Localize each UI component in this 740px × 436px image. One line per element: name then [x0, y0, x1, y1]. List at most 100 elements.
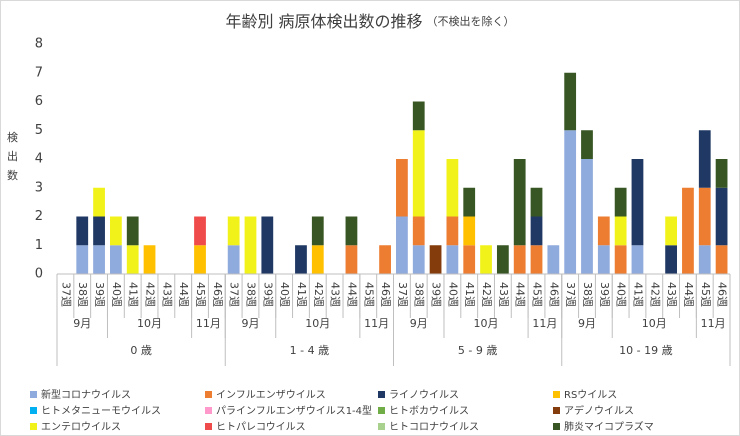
legend-swatch [553, 391, 560, 398]
legend-swatch [205, 423, 212, 430]
bar-segment [631, 245, 644, 274]
month-label: 10月 [305, 317, 330, 330]
bar-segment [194, 245, 206, 274]
bar-segment [597, 216, 610, 246]
age-group-label: 5 - 9 歳 [458, 344, 497, 357]
x-tick-label: 46週 [211, 282, 224, 307]
bar-segment [614, 245, 627, 274]
legend-label: 肺炎マイコプラズマ [564, 420, 654, 433]
bar-segment [295, 245, 307, 274]
y-tick-label: 3 [35, 180, 43, 195]
legend-label: インフルエンザウイルス [216, 389, 326, 401]
bar-segment [463, 245, 476, 274]
y-tick-label: 8 [35, 37, 43, 52]
bar-segment [345, 216, 358, 246]
x-tick-label: 41週 [295, 282, 308, 307]
x-tick-label: 43週 [665, 282, 678, 307]
bar-segment [93, 245, 105, 274]
y-tick-label: 4 [35, 152, 43, 167]
bar-segment [93, 187, 105, 217]
age-group-label: 10 - 19 歳 [619, 344, 672, 357]
legend-swatch [553, 423, 560, 430]
y-axis-label: 検出数 [6, 130, 19, 188]
bar-segment [530, 245, 543, 274]
chart-title: 年齢別 病原体検出数の推移 （不検出を除く） [225, 12, 514, 31]
x-tick-label: 38週 [581, 282, 594, 307]
x-tick-label: 43週 [497, 282, 510, 307]
legend-label: ヒトコロナウイルス [389, 421, 479, 433]
bar-segment [345, 245, 358, 274]
bar-segment [379, 245, 391, 274]
x-tick-label: 40週 [278, 282, 291, 307]
y-tick-label: 7 [35, 65, 43, 80]
bar-segment [412, 216, 425, 246]
x-tick-label: 37週 [564, 282, 577, 307]
x-tick-label: 40週 [446, 282, 459, 307]
x-tick-label: 45週 [194, 282, 207, 307]
bar-segment [429, 245, 442, 274]
bar-segment [261, 216, 274, 274]
legend-swatch [378, 423, 385, 430]
x-tick-label: 42週 [480, 282, 493, 307]
bar-segment [76, 245, 89, 274]
bar-segment [698, 245, 711, 274]
legend-swatch [378, 407, 385, 414]
month-label: 9月 [241, 317, 259, 330]
month-label: 11月 [196, 317, 221, 330]
month-label: 11月 [532, 317, 557, 330]
x-tick-label: 44週 [514, 282, 527, 307]
x-tick-label: 41週 [631, 282, 644, 307]
bar-segment [513, 245, 526, 274]
bar-segment [412, 130, 425, 217]
legend-swatch [205, 407, 212, 414]
legend-swatch [205, 391, 212, 398]
x-tick-label: 45週 [531, 282, 544, 307]
x-tick-label: 42週 [144, 282, 157, 307]
y-tick-label: 6 [35, 94, 43, 109]
x-tick-label: 40週 [615, 282, 628, 307]
legend-swatch [30, 407, 37, 414]
legend-label: ライノウイルス [389, 389, 459, 401]
y-tick-label: 1 [35, 238, 43, 253]
legend-label: パラインフルエンザウイルス1-4型 [216, 404, 372, 417]
age-group-label: 1 - 4 歳 [290, 344, 329, 357]
bar-segment [109, 245, 122, 274]
bar-segment [446, 245, 459, 274]
bar-segment [581, 130, 593, 159]
month-label: 11月 [364, 317, 389, 330]
x-tick-label: 42週 [648, 282, 661, 307]
legend-swatch [378, 391, 385, 398]
bar-segment [109, 216, 122, 246]
month-label: 9月 [410, 317, 428, 330]
legend-label: ヒトメタニューモウイルス [41, 405, 161, 417]
bar-segment [227, 216, 240, 246]
bar-segment [715, 159, 728, 188]
x-tick-label: 44週 [345, 282, 358, 307]
legend-label: アデノウイルス [564, 404, 634, 417]
legend-label: エンテロウイルス [41, 421, 121, 433]
x-tick-label: 39週 [430, 282, 443, 307]
x-tick-label: 46週 [716, 282, 729, 307]
bar-segment [698, 130, 711, 188]
bar-segment [698, 187, 711, 246]
bar-segment [564, 72, 577, 131]
x-tick-label: 41週 [463, 282, 476, 307]
month-label: 11月 [701, 317, 726, 330]
month-label: 10月 [137, 317, 162, 330]
bar-segment [396, 159, 408, 217]
bar-segment [446, 159, 459, 217]
legend-label: ヒトパレコウイルス [216, 421, 306, 433]
month-label: 10月 [474, 317, 499, 330]
x-tick-label: 39週 [261, 282, 274, 307]
x-tick-label: 37週 [59, 282, 72, 307]
bar-segment [412, 245, 425, 274]
bar-segment [194, 216, 206, 246]
bar-segment [93, 216, 105, 246]
bar-segment [463, 187, 476, 217]
age-group-label: 0 歳 [130, 344, 152, 357]
month-label: 9月 [578, 317, 596, 330]
x-tick-label: 46週 [547, 282, 560, 307]
x-tick-label: 38週 [244, 282, 257, 307]
bar-segment [76, 216, 89, 246]
y-tick-label: 0 [35, 267, 43, 282]
